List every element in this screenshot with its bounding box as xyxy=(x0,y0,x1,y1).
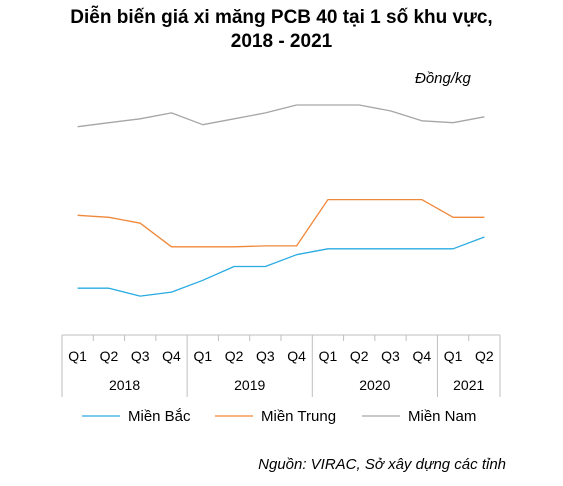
legend-label: Miền Nam xyxy=(408,408,476,425)
x-group-label: 2021 xyxy=(453,377,484,393)
x-tick-label: Q1 xyxy=(68,348,87,364)
series-line-3 xyxy=(77,104,485,128)
x-group-label: 2018 xyxy=(109,377,140,393)
x-group-label: 2019 xyxy=(234,377,265,393)
x-tick-label: Q2 xyxy=(100,348,119,364)
series-line-1 xyxy=(77,236,485,297)
legend-label: Miền Bắc xyxy=(128,408,191,425)
x-tick-label: Q4 xyxy=(412,348,431,364)
x-tick-label: Q2 xyxy=(350,348,369,364)
x-tick-label: Q3 xyxy=(381,348,400,364)
unit-label: Đồng/kg xyxy=(415,70,471,87)
x-tick-label: Q4 xyxy=(162,348,181,364)
x-tick-label: Q1 xyxy=(193,348,212,364)
x-tick-label: Q4 xyxy=(287,348,306,364)
chart-title-line1: Diễn biến giá xi măng PCB 40 tại 1 số kh… xyxy=(70,7,493,28)
x-tick-label: Q2 xyxy=(225,348,244,364)
series-line-2 xyxy=(77,198,485,248)
x-tick-label: Q1 xyxy=(319,348,338,364)
x-tick-label: Q2 xyxy=(475,348,494,364)
x-tick-label: Q1 xyxy=(444,348,463,364)
x-group-label: 2020 xyxy=(359,377,390,393)
legend-label: Miền Trung xyxy=(261,408,336,425)
chart-title-line2: 2018 - 2021 xyxy=(230,31,333,52)
source-note: Nguồn: VIRAC, Sở xây dựng các tỉnh xyxy=(258,456,506,473)
x-tick-label: Q3 xyxy=(256,348,275,364)
x-tick-label: Q3 xyxy=(131,348,150,364)
chart-title: Diễn biến giá xi măng PCB 40 tại 1 số kh… xyxy=(0,6,563,54)
